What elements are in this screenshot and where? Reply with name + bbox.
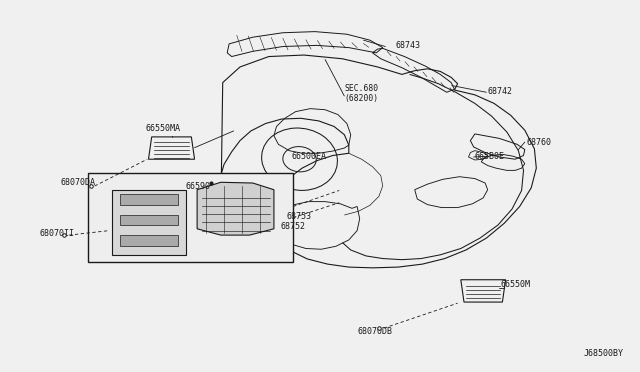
Bar (120, 215, 178, 225)
Text: 68070DA: 68070DA (61, 178, 96, 187)
Text: 665B0E: 665B0E (475, 153, 505, 161)
Text: J68500BY: J68500BY (584, 349, 624, 358)
Text: 66590: 66590 (186, 182, 211, 191)
Text: 68753: 68753 (287, 212, 312, 221)
Polygon shape (197, 182, 274, 235)
Text: 68070II: 68070II (40, 229, 75, 238)
Text: 66500EA: 66500EA (291, 153, 326, 161)
Bar (120, 194, 178, 205)
Text: 66550M: 66550M (500, 280, 531, 289)
Bar (120, 235, 178, 246)
Text: 68070DB: 68070DB (357, 327, 392, 336)
Text: 68742: 68742 (488, 87, 513, 96)
Text: 68752: 68752 (280, 222, 305, 231)
Bar (88, 173, 293, 262)
Text: 66550MA: 66550MA (146, 124, 180, 133)
Bar (112, 190, 186, 255)
Text: SEC.680
(68200): SEC.680 (68200) (344, 84, 378, 103)
Text: 68760: 68760 (526, 138, 551, 147)
Text: 68743: 68743 (396, 41, 420, 50)
